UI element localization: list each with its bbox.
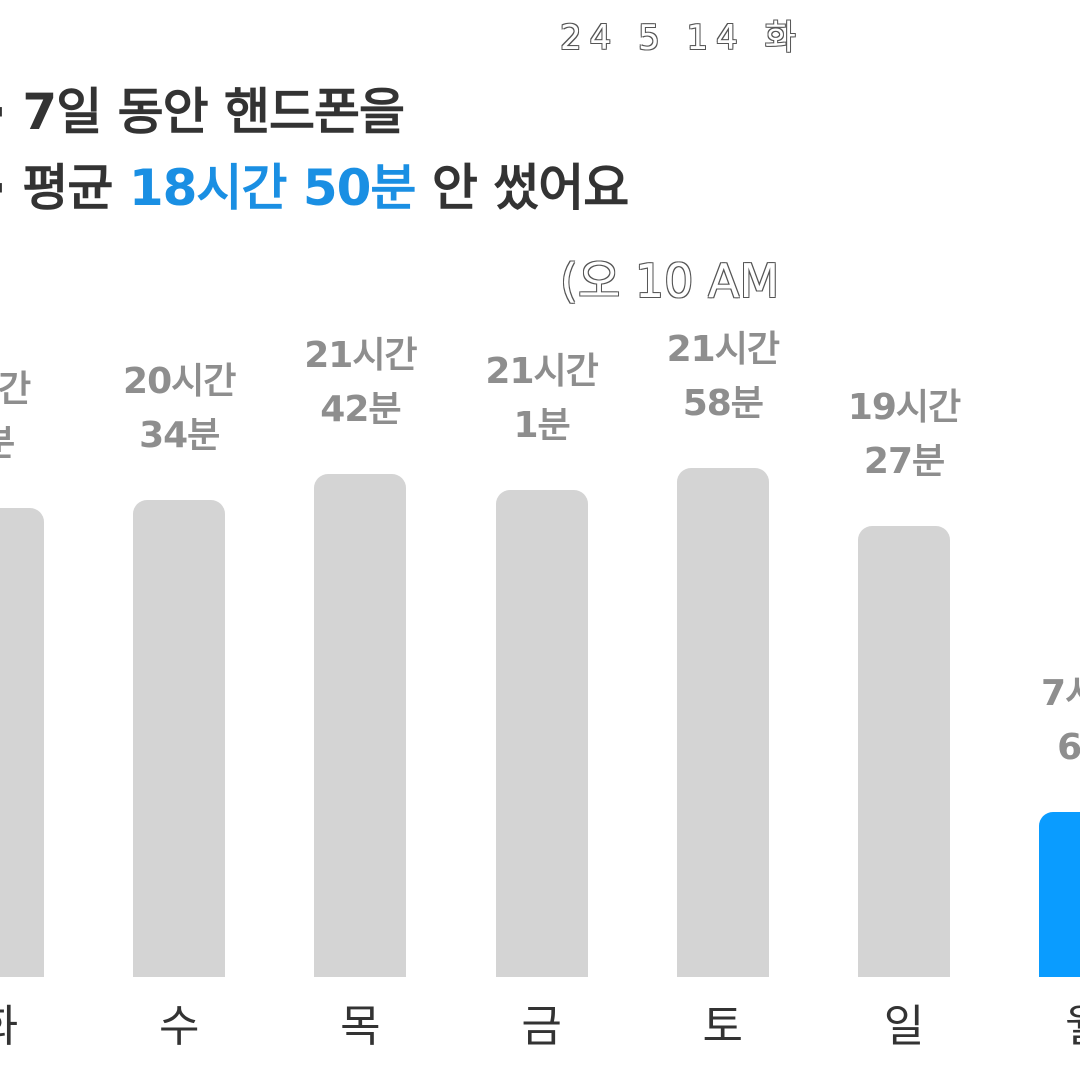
average-time-highlight: 18시간 50분 [128, 159, 417, 217]
data-label-line: 19시간 [847, 387, 961, 429]
data-label-3: 21시간 1분 [462, 345, 622, 453]
data-label-line: 6분 [1057, 727, 1080, 769]
data-label-line: 42분 [320, 389, 401, 431]
data-label-line: 27분 [863, 441, 945, 483]
x-tick-label: 화 [0, 990, 58, 1054]
data-label-line: 20시간 [123, 361, 236, 403]
title-prefix: 평균 [22, 159, 113, 217]
data-label-line: 34분 [139, 415, 220, 457]
data-label-line: 분 [0, 417, 78, 471]
x-tick-label: 일 [883, 1001, 925, 1052]
data-label-0: 시간분 [0, 363, 78, 471]
bullet: · [0, 83, 7, 141]
data-label-line: 7시간 [1041, 673, 1080, 715]
x-tick-label: 금 [521, 1001, 562, 1052]
title-line-2: · 평균 18시간 50분 안 썼어요 [0, 148, 629, 220]
data-label-6: 7시간6분 [1005, 667, 1080, 775]
bar-2 [314, 474, 407, 977]
bar-5 [858, 526, 950, 977]
data-label-line: 21시간 [304, 335, 417, 377]
data-label-line: 21시간 [666, 329, 780, 370]
title-line-1: · 7일 동안 핸드폰을 [0, 72, 405, 144]
data-label-5: 19시간 27분 [824, 381, 984, 489]
data-label-1: 20시간 34분 [99, 355, 259, 463]
x-tick-label: 목 [340, 1001, 381, 1052]
data-label-line: 21시간 [485, 351, 598, 392]
x-tick-label: 월 [1025, 990, 1080, 1054]
bullet: · [0, 159, 7, 217]
data-label-4: 21시간 58분 [643, 323, 803, 431]
x-tick-label: 토 [702, 1001, 744, 1052]
x-tick-label: 수 [158, 1001, 200, 1052]
bar-4 [676, 468, 769, 977]
watermark-date: 24 5 14 화 [560, 18, 804, 58]
data-label-line: 58분 [682, 383, 764, 424]
bar-1 [133, 500, 226, 977]
bar-6 [1039, 812, 1080, 977]
data-label-2: 21시간 42분 [280, 329, 440, 437]
title-text-1: 7일 동안 핸드폰을 [22, 83, 405, 141]
watermark-time: (오 10 AM [560, 254, 780, 308]
data-label-line: 시간 [0, 368, 31, 410]
data-label-line: 1분 [513, 405, 571, 446]
title-suffix: 안 썼어요 [431, 159, 629, 217]
bar-0 [0, 507, 44, 977]
bar-3 [495, 490, 588, 977]
